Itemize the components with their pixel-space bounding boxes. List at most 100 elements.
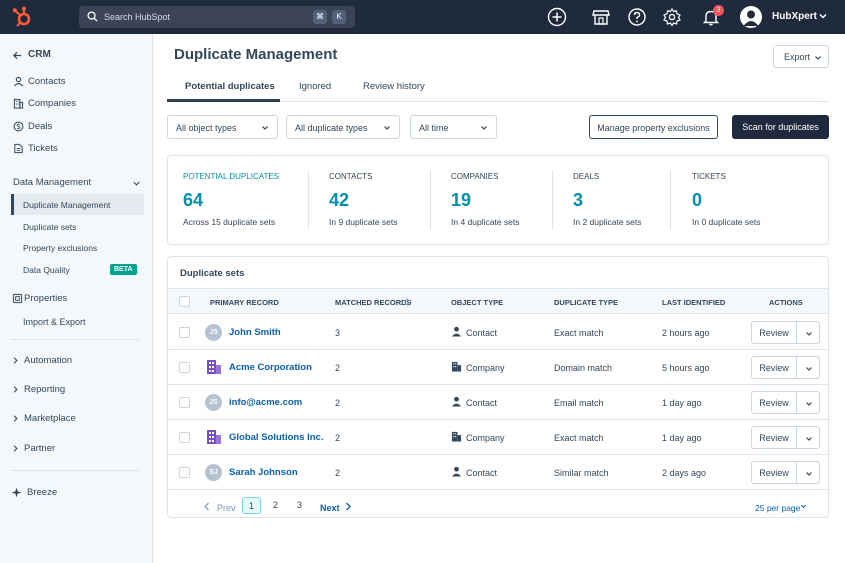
row-checkbox[interactable] xyxy=(179,362,190,373)
review-options-dropdown[interactable] xyxy=(796,321,820,344)
hubspot-logo-icon[interactable] xyxy=(11,6,33,28)
review-button[interactable]: Review xyxy=(751,356,797,379)
pagination-page-2[interactable]: 2 xyxy=(272,500,278,510)
pagination-page-1[interactable]: 1 xyxy=(242,497,261,514)
duplicate-type-filter-dropdown[interactable]: All duplicate types xyxy=(286,115,400,139)
row-checkbox[interactable] xyxy=(179,327,190,338)
review-button[interactable]: Review xyxy=(751,391,797,414)
chevron-down-icon[interactable] xyxy=(819,12,827,20)
chevron-down-icon[interactable] xyxy=(800,503,807,510)
object-type-filter-dropdown[interactable]: All object types xyxy=(167,115,278,139)
review-button[interactable]: Review xyxy=(751,461,797,484)
primary-record-link[interactable]: Acme Corporation xyxy=(229,362,312,373)
sidebar-item-breeze[interactable]: Breeze xyxy=(27,487,58,498)
sidebar-item-properties[interactable]: Properties xyxy=(24,293,68,304)
sidebar-item-duplicate-management[interactable]: Duplicate Management xyxy=(23,200,111,210)
pagination-next[interactable]: Next xyxy=(320,503,340,513)
sidebar-item-tickets[interactable]: Tickets xyxy=(28,143,58,154)
row-checkbox[interactable] xyxy=(179,432,190,443)
chevron-down-icon xyxy=(262,126,268,130)
column-header-matched-records[interactable]: MATCHED RECORDS xyxy=(335,298,412,307)
sidebar-group-automation[interactable]: Automation xyxy=(24,355,73,366)
last-identified: 2 days ago xyxy=(662,468,707,478)
chevron-right-icon[interactable] xyxy=(10,384,21,395)
review-button[interactable]: Review xyxy=(751,321,797,344)
settings-gear-icon[interactable] xyxy=(662,7,682,27)
user-account-name[interactable]: HubXpert xyxy=(772,11,817,22)
column-header-last-identified: LAST IDENTIFIED xyxy=(662,298,726,307)
review-options-dropdown[interactable] xyxy=(796,426,820,449)
select-all-checkbox[interactable] xyxy=(179,296,190,307)
scan-for-duplicates-button[interactable]: Scan for duplicates xyxy=(732,115,829,139)
pagination-prev[interactable]: Prev xyxy=(217,503,236,513)
stat-divider xyxy=(670,170,671,230)
stat-label: TICKETS xyxy=(692,172,726,181)
last-identified: 1 day ago xyxy=(662,433,702,443)
chevron-right-icon[interactable] xyxy=(10,413,21,424)
notifications-bell-icon[interactable] xyxy=(701,7,721,27)
chevron-right-icon[interactable] xyxy=(10,355,21,366)
duplicate-type: Exact match xyxy=(554,433,604,443)
sidebar-item-import-export[interactable]: Import & Export xyxy=(23,317,86,327)
time-range-filter-dropdown[interactable]: All time xyxy=(410,115,497,139)
primary-record-link[interactable]: John Smith xyxy=(229,327,281,338)
sidebar-item-property-exclusions[interactable]: Property exclusions xyxy=(23,243,98,253)
pagination-page-3[interactable]: 3 xyxy=(296,500,302,510)
primary-record-link[interactable]: info@acme.com xyxy=(229,397,303,408)
chevron-right-icon[interactable] xyxy=(10,443,21,454)
stat-label: POTENTIAL DUPLICATES xyxy=(183,172,280,181)
tab-potential-duplicates[interactable]: Potential duplicates xyxy=(185,81,275,92)
stat-divider xyxy=(308,170,309,230)
sidebar-group-marketplace[interactable]: Marketplace xyxy=(24,413,76,424)
shortcut-command-key: ⌘ xyxy=(313,10,327,24)
notification-count-badge: 3 xyxy=(713,5,724,16)
duplicate-type: Similar match xyxy=(554,468,609,478)
sort-icon[interactable] xyxy=(404,298,410,306)
help-icon[interactable] xyxy=(627,7,647,27)
row-checkbox[interactable] xyxy=(179,397,190,408)
primary-record-link[interactable]: Global Solutions Inc. xyxy=(229,432,324,443)
page-title: Duplicate Management xyxy=(174,46,338,63)
chevron-left-icon[interactable] xyxy=(203,502,211,511)
object-type: Contact xyxy=(466,398,498,408)
tickets-icon xyxy=(14,143,23,154)
per-page-selector[interactable]: 25 per page xyxy=(755,503,801,513)
company-building-icon xyxy=(451,431,462,442)
stat-label: DEALS xyxy=(573,172,600,181)
chevron-right-icon[interactable] xyxy=(344,502,352,511)
stat-value: 64 xyxy=(183,190,204,210)
sidebar-item-companies[interactable]: Companies xyxy=(28,98,77,109)
review-options-dropdown[interactable] xyxy=(796,461,820,484)
matched-records-count: 2 xyxy=(335,398,341,408)
chevron-down-icon[interactable] xyxy=(131,178,142,189)
export-button[interactable]: Export xyxy=(773,45,829,68)
stat-value: 0 xyxy=(692,190,703,210)
sidebar-item-duplicate-sets[interactable]: Duplicate sets xyxy=(23,222,77,232)
object-type: Contact xyxy=(466,468,498,478)
user-avatar[interactable] xyxy=(740,6,762,28)
row-checkbox[interactable] xyxy=(179,467,190,478)
last-identified: 2 hours ago xyxy=(662,328,710,338)
sidebar-group-reporting[interactable]: Reporting xyxy=(24,384,66,395)
sidebar-group-partner[interactable]: Partner xyxy=(24,443,56,454)
chevron-down-icon xyxy=(806,367,812,371)
review-button-label: Review xyxy=(759,363,789,373)
sidebar-item-deals[interactable]: Deals xyxy=(28,121,53,132)
tab-ignored[interactable]: Ignored xyxy=(299,81,332,92)
marketplace-store-icon[interactable] xyxy=(591,7,611,27)
review-options-dropdown[interactable] xyxy=(796,391,820,414)
stat-label: CONTACTS xyxy=(329,172,373,181)
sidebar-crm-title[interactable]: CRM xyxy=(28,49,51,60)
stat-label: COMPANIES xyxy=(451,172,499,181)
primary-record-link[interactable]: Sarah Johnson xyxy=(229,467,298,478)
review-options-dropdown[interactable] xyxy=(796,356,820,379)
global-search-input[interactable]: Search HubSpot ⌘ K xyxy=(79,6,355,28)
sidebar-section-data-management[interactable]: Data Management xyxy=(13,177,92,188)
create-plus-icon[interactable] xyxy=(547,7,567,27)
sidebar-item-contacts[interactable]: Contacts xyxy=(28,76,66,87)
review-button[interactable]: Review xyxy=(751,426,797,449)
tab-review-history[interactable]: Review history xyxy=(363,81,425,92)
back-arrow-icon[interactable] xyxy=(12,50,23,61)
sidebar-item-data-quality[interactable]: Data Quality xyxy=(23,265,70,275)
manage-property-exclusions-button[interactable]: Manage property exclusions xyxy=(589,115,718,139)
